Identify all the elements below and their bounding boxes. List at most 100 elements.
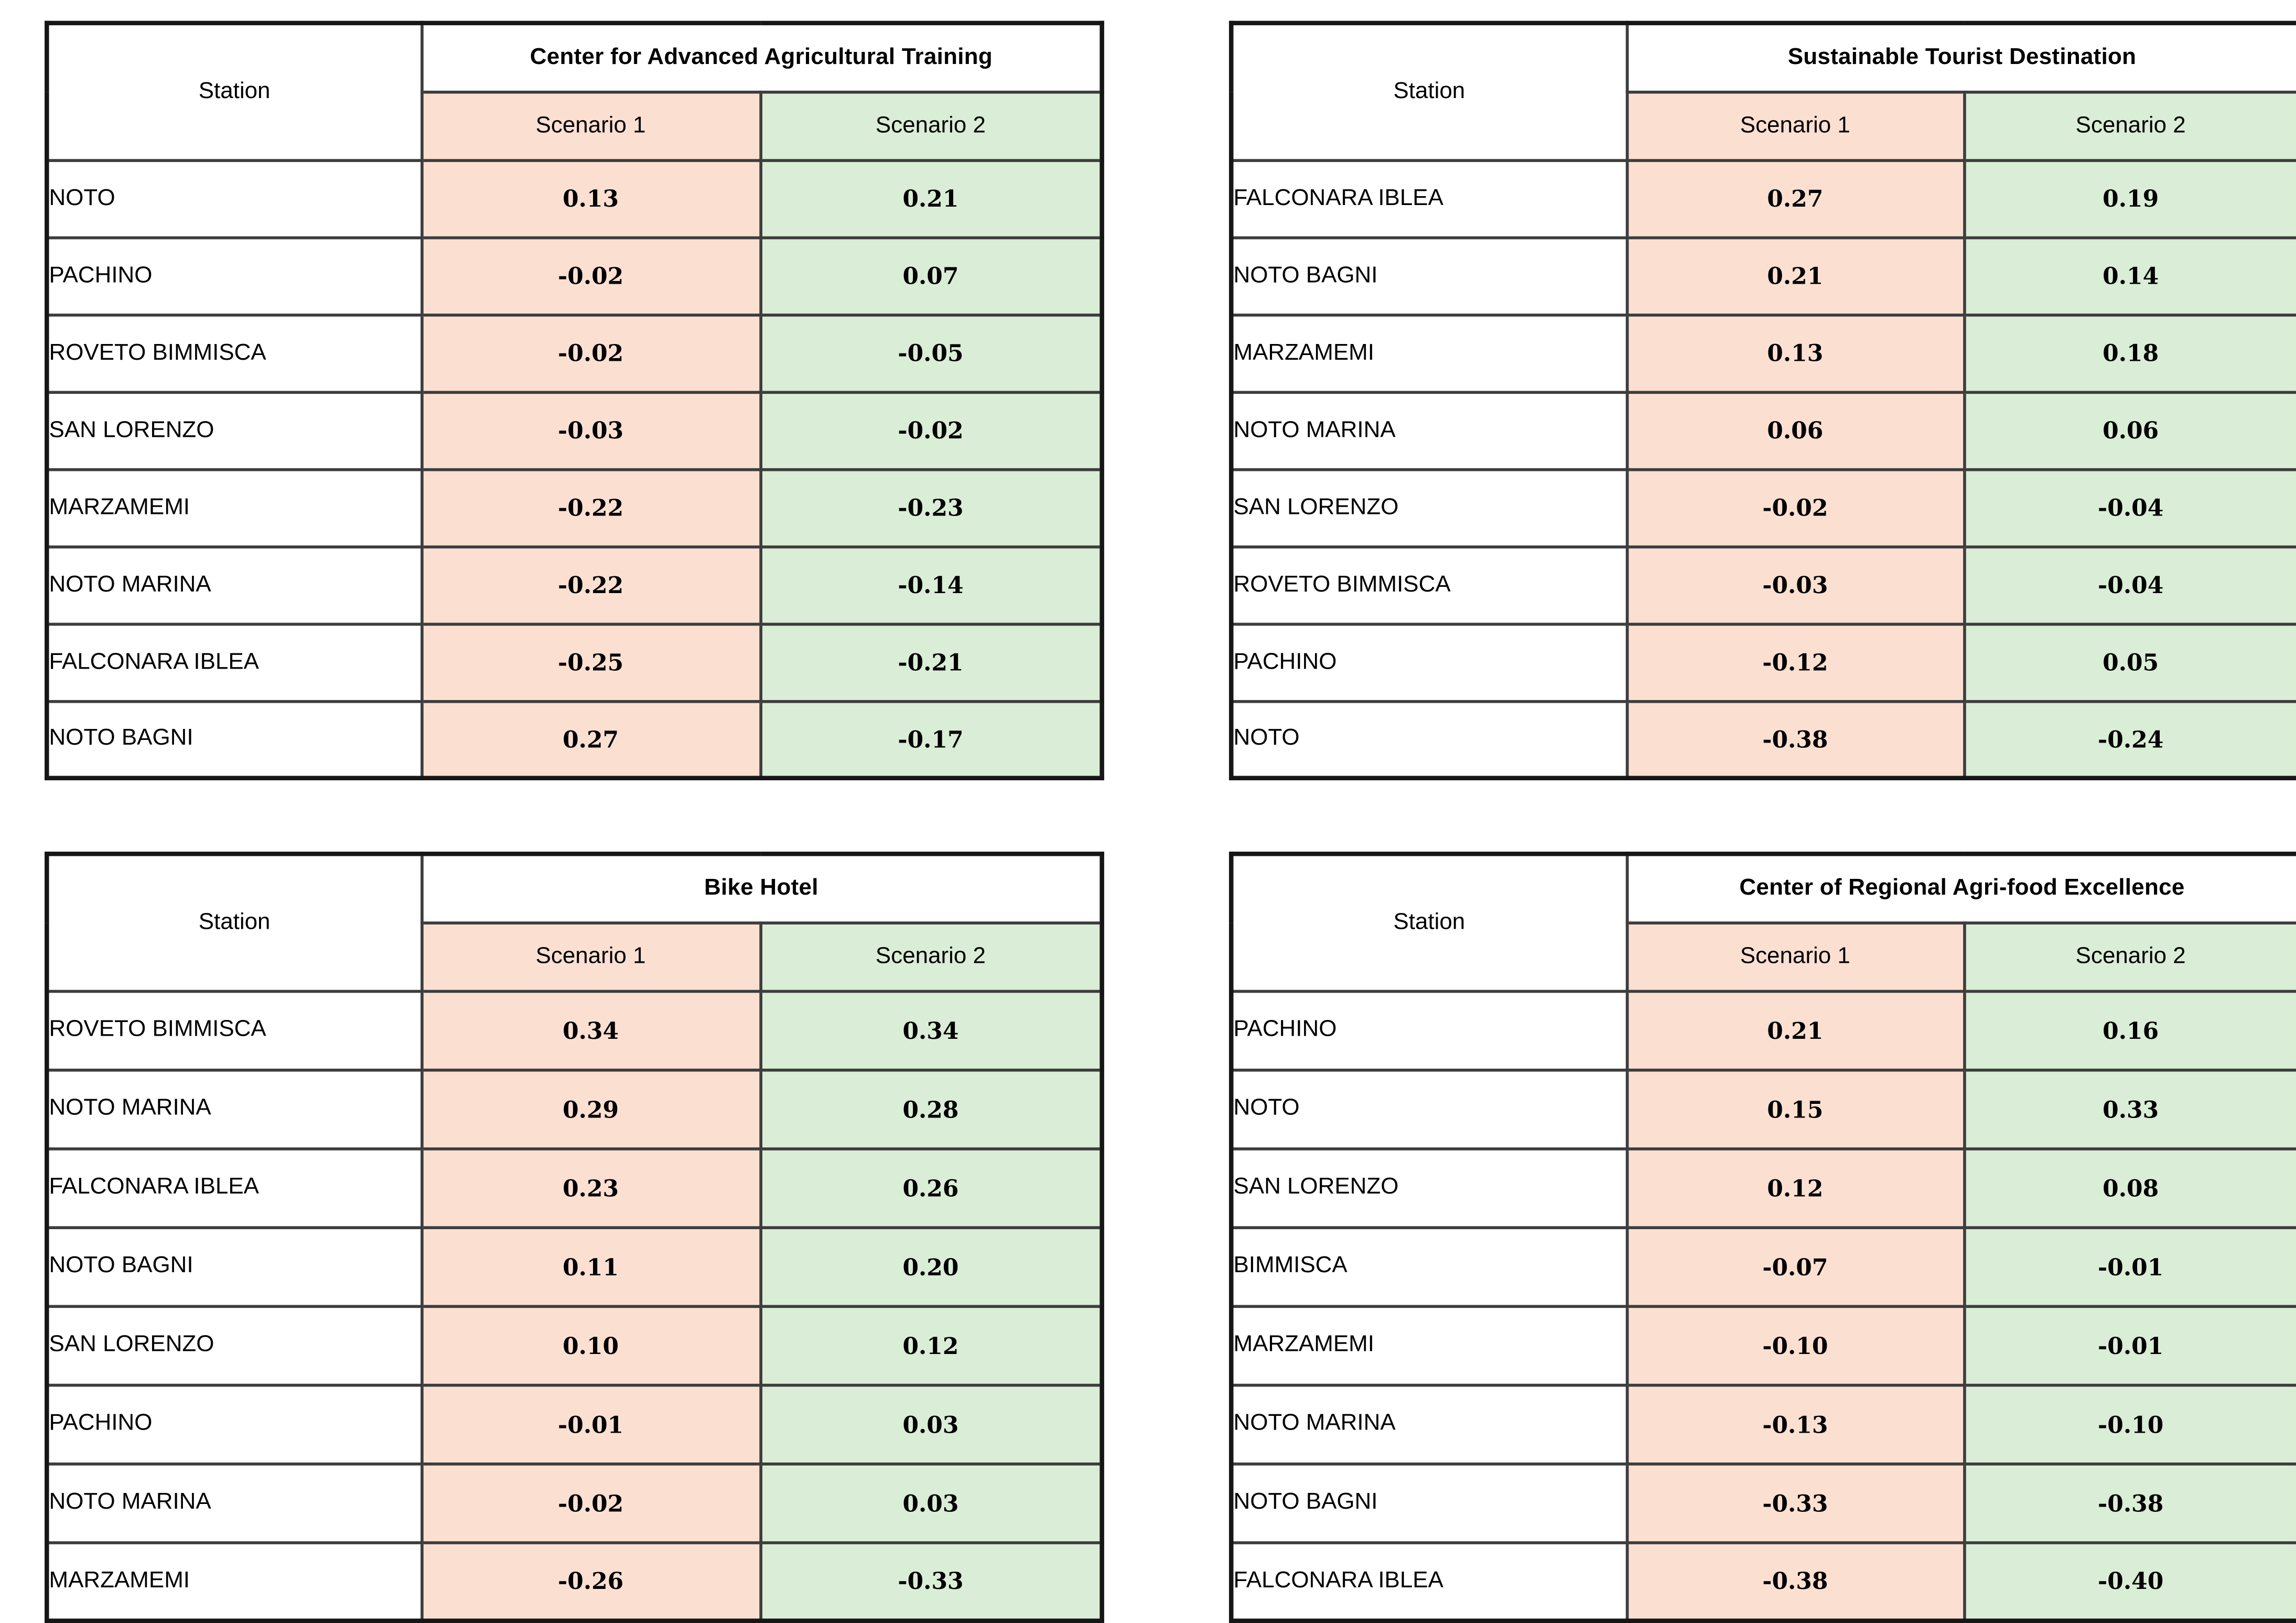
table-row: PACHINO -0.02 0.07 [45,235,1104,316]
table-sustainable-tourist-destination: Station Sustainable Tourist Destination … [1228,20,2296,781]
station-cell: NOTO MARINA [45,544,423,625]
scenario-2-value: -0.05 [758,313,1104,393]
scenario-1-value: 0.23 [419,1146,762,1229]
station-cell: MARZAMEMI [45,1540,423,1622]
scenario-2-value: -0.01 [1962,1225,2296,1307]
scenario-2-value: 0.07 [758,235,1104,316]
station-cell: PACHINO [45,235,423,316]
station-cell: SAN LORENZO [1230,1146,1628,1229]
station-cell: SAN LORENZO [1230,467,1628,548]
station-cell: NOTO MARINA [1230,1383,1628,1465]
scenario-2-value: 0.05 [1962,622,2296,703]
scenario-1-value: 0.13 [1625,313,1966,393]
scenario-1-header: Scenario 1 [419,920,762,992]
scenario-1-value: 0.27 [1625,158,1966,239]
table-row: MARZAMEMI 0.13 0.18 [1230,313,2296,393]
station-cell: SAN LORENZO [45,390,423,471]
station-cell: MARZAMEMI [1230,313,1628,393]
scenario-1-value: -0.33 [1625,1461,1966,1544]
table-header-row: Station Center of Regional Agri-food Exc… [1230,852,2296,992]
station-cell: NOTO MARINA [45,1461,423,1544]
scenario-2-value: 0.03 [758,1461,1104,1544]
station-cell: BIMMISCA [1230,1225,1628,1307]
scenario-1-header: Scenario 1 [1625,920,1966,992]
station-cell: NOTO BAGNI [45,699,423,780]
scenario-2-value: -0.04 [1962,467,2296,548]
scenario-1-value: 0.27 [419,699,762,780]
scenario-2-value: -0.01 [1962,1304,2296,1386]
scenario-1-value: -0.38 [1625,1540,1966,1622]
scenario-1-value: -0.12 [1625,622,1966,703]
scenario-2-value: 0.06 [1962,390,2296,471]
table-row: MARZAMEMI -0.26 -0.33 [45,1540,1104,1622]
station-cell: NOTO MARINA [1230,390,1628,471]
scenario-2-value: -0.24 [1962,699,2296,780]
table-bike-hotel: Station Bike Hotel Scenario 1 Scenario 2… [45,852,1104,1623]
scenario-1-value: -0.13 [1625,1383,1966,1465]
station-cell: FALCONARA IBLEA [45,622,423,703]
station-cell: ROVETO BIMMISCA [45,313,423,393]
station-cell: PACHINO [1230,622,1628,703]
table-row: NOTO BAGNI 0.27 -0.17 [45,699,1104,780]
scenario-1-value: 0.10 [419,1304,762,1386]
scenario-1-value: -0.02 [419,313,762,393]
scenario-2-value: 0.08 [1962,1146,2296,1229]
scenario-2-value: -0.02 [758,390,1104,471]
scenario-2-value: 0.20 [758,1225,1104,1307]
table-row: SAN LORENZO 0.12 0.08 [1230,1146,2296,1229]
table-row: NOTO MARINA -0.02 0.03 [45,1461,1104,1544]
scenario-1-value: 0.12 [1625,1146,1966,1229]
scenario-2-value: 0.14 [1962,235,2296,316]
table-title: Bike Hotel [419,852,1104,924]
scenario-2-value: -0.40 [1962,1540,2296,1622]
table-row: PACHINO -0.12 0.05 [1230,622,2296,703]
station-column-header: Station [45,852,423,992]
scenario-1-header: Scenario 1 [419,90,762,162]
table-row: SAN LORENZO -0.02 -0.04 [1230,467,2296,548]
scenario-2-value: -0.23 [758,467,1104,548]
scenario-2-header: Scenario 2 [758,920,1104,992]
table-row: NOTO MARINA 0.06 0.06 [1230,390,2296,471]
station-cell: NOTO BAGNI [1230,235,1628,316]
scenario-1-value: -0.22 [419,544,762,625]
table-row: NOTO MARINA -0.22 -0.14 [45,544,1104,625]
scenario-2-value: -0.21 [758,622,1104,703]
scenario-1-value: -0.25 [419,622,762,703]
tables-grid: Station Center for Advanced Agricultural… [45,20,2296,1623]
table-row: FALCONARA IBLEA 0.27 0.19 [1230,158,2296,239]
station-column-header: Station [1230,852,1628,992]
scenario-1-value: -0.02 [419,1461,762,1544]
table-center-regional-agrifood-excellence: Station Center of Regional Agri-food Exc… [1228,852,2296,1623]
scenario-2-header: Scenario 2 [758,90,1104,162]
table-header-row: Station Bike Hotel [45,852,1104,992]
table-header-row: Station Center for Advanced Agricultural… [45,22,1104,162]
scenario-2-value: -0.10 [1962,1383,2296,1465]
scenario-1-value: 0.11 [419,1225,762,1307]
station-cell: NOTO [45,158,423,239]
scenario-2-value: -0.38 [1962,1461,2296,1544]
scenario-2-value: -0.04 [1962,544,2296,625]
table-row: NOTO BAGNI 0.21 0.14 [1230,235,2296,316]
scenario-1-value: 0.13 [419,158,762,239]
station-cell: FALCONARA IBLEA [45,1146,423,1229]
station-cell: ROVETO BIMMISCA [1230,544,1628,625]
station-cell: NOTO [1230,1068,1628,1150]
scenario-1-value: 0.15 [1625,1068,1966,1150]
scenario-1-value: 0.29 [419,1068,762,1150]
table-row: FALCONARA IBLEA -0.25 -0.21 [45,622,1104,703]
table-row: NOTO -0.38 -0.24 [1230,699,2296,780]
table-row: ROVETO BIMMISCA -0.03 -0.04 [1230,544,2296,625]
scenario-2-value: 0.34 [758,989,1104,1071]
table-row: SAN LORENZO -0.03 -0.02 [45,390,1104,471]
table-header-row: Station Sustainable Tourist Destination [1230,22,2296,162]
scenario-2-value: -0.17 [758,699,1104,780]
scenario-header-row: Scenario 1 Scenario 2 [47,90,1104,162]
table-row: MARZAMEMI -0.10 -0.01 [1230,1304,2296,1386]
scenario-1-value: -0.22 [419,467,762,548]
table-body: ROVETO BIMMISCA 0.34 0.34 NOTO MARINA 0.29 0.… [45,989,1104,1622]
scenario-2-value: 0.26 [758,1146,1104,1229]
scenario-1-value: 0.06 [1625,390,1966,471]
table-row: NOTO MARINA 0.29 0.28 [45,1068,1104,1150]
scenario-1-value: -0.26 [419,1540,762,1622]
